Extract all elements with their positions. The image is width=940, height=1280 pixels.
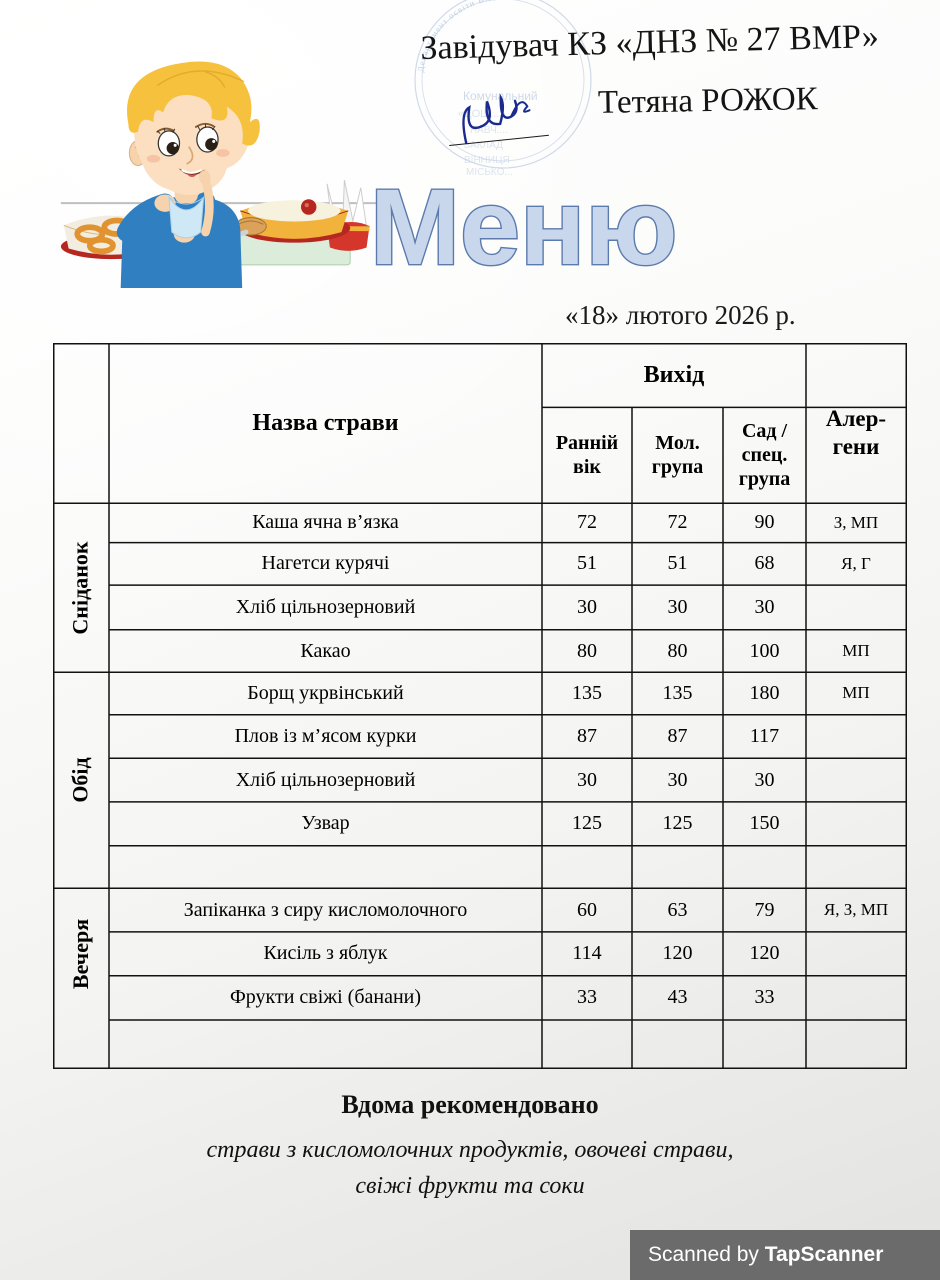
svg-text:Меню: Меню <box>370 166 678 287</box>
